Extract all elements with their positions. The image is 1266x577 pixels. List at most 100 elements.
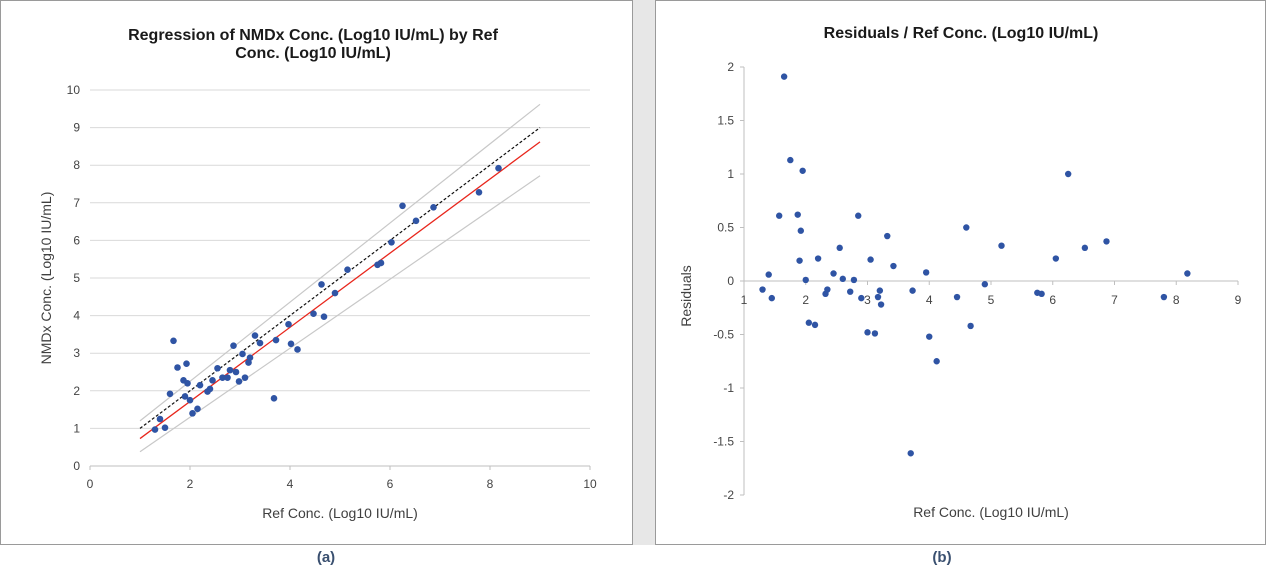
y-tick-label: 6 (73, 233, 80, 247)
y-tick-label: -1.5 (713, 435, 734, 449)
data-point (787, 156, 794, 164)
data-point (256, 339, 264, 347)
data-point (320, 313, 328, 321)
data-point (1103, 238, 1110, 245)
data-point (161, 424, 169, 431)
data-point (963, 224, 970, 231)
x-tick-label: 1 (741, 293, 748, 307)
x-tick-label: 3 (864, 293, 871, 307)
data-point (890, 262, 897, 270)
data-point (926, 333, 933, 340)
data-point (239, 350, 246, 358)
data-point (998, 242, 1005, 249)
chart-title: Regression of NMDx Conc. (Log10 IU/mL) b… (128, 27, 498, 44)
x-tick-label: 7 (1111, 293, 1118, 307)
data-point (1038, 290, 1045, 298)
data-point (475, 188, 483, 196)
data-point (759, 286, 766, 293)
y-tick-label: 1 (73, 421, 80, 435)
data-point (871, 330, 879, 337)
data-point (344, 266, 351, 274)
data-point (1160, 293, 1168, 301)
data-point (209, 376, 216, 384)
data-point (799, 167, 806, 174)
data-point (981, 281, 989, 288)
lower-bound-line (139, 175, 541, 453)
y-axis-label: NMDx Conc. (Log10 IU/mL) (38, 192, 54, 365)
y-tick-label: 0.5 (717, 221, 734, 235)
data-point (775, 212, 783, 219)
data-point (166, 390, 174, 398)
y-tick-label: 2 (727, 60, 734, 74)
data-point (377, 259, 385, 267)
data-point (765, 271, 772, 278)
data-point (1081, 244, 1089, 252)
data-point (206, 385, 214, 393)
chart-panel-b: Residuals / Ref Conc. (Log10 IU/mL) -2 -1.… (655, 0, 1266, 545)
data-point (967, 322, 974, 330)
data-point (224, 374, 231, 381)
x-tick-label: 0 (87, 477, 94, 491)
data-point (794, 211, 801, 218)
data-point (796, 257, 803, 264)
data-point (183, 360, 190, 368)
y-tick-label: 5 (73, 271, 80, 285)
x-axis-label: Ref Conc. (Log10 IU/mL) (913, 504, 1069, 520)
chart-panel-a: Regression of NMDx Conc. (Log10 IU/mL) b… (0, 0, 633, 545)
data-point (909, 287, 916, 294)
x-tick-label: 6 (387, 477, 394, 491)
y-tick-label: 2 (73, 384, 80, 398)
y-tick-label: 8 (73, 158, 80, 172)
data-point (839, 275, 846, 283)
data-point (933, 358, 940, 365)
data-point (797, 227, 805, 234)
caption-a: (a) (316, 549, 336, 566)
x-tick-label: 9 (1235, 293, 1242, 307)
chart-title: Residuals / Ref Conc. (Log10 IU/mL) (824, 25, 1099, 42)
data-point (430, 204, 437, 211)
data-point (922, 269, 930, 276)
data-point (230, 342, 237, 349)
data-point (241, 374, 249, 381)
chart-title: Conc. (Log10 IU/mL) (235, 45, 391, 62)
data-point (232, 368, 240, 376)
y-tick-label: 0 (73, 459, 80, 473)
residuals-chart: Residuals / Ref Conc. (Log10 IU/mL) -2 -1.… (678, 25, 1242, 520)
data-point (246, 354, 254, 362)
x-tick-label: 5 (988, 293, 995, 307)
x-tick-label: 2 (187, 477, 194, 491)
data-point (287, 340, 295, 348)
data-point (226, 366, 234, 374)
data-point (864, 329, 871, 336)
y-tick-label: -0.5 (713, 328, 734, 342)
upper-bound-line (139, 103, 541, 422)
data-point (824, 286, 831, 293)
data-point (196, 381, 204, 389)
regression-chart: Regression of NMDx Conc. (Log10 IU/mL) b… (38, 27, 597, 521)
data-point (876, 287, 884, 294)
data-point (181, 393, 189, 400)
y-tick-label: 4 (73, 309, 80, 323)
data-point (780, 73, 788, 80)
caption-b: (b) (932, 549, 952, 566)
data-point (1064, 170, 1072, 178)
data-point (1052, 255, 1060, 262)
data-point (189, 410, 196, 417)
y-tick-label: 7 (73, 196, 80, 210)
x-tick-label: 2 (802, 293, 809, 307)
data-point (877, 301, 885, 308)
data-point (953, 293, 961, 301)
data-point (170, 337, 177, 345)
y-tick-label: 9 (73, 121, 80, 135)
data-point (855, 212, 862, 219)
data-point (495, 164, 502, 172)
data-point (285, 320, 292, 328)
data-point (151, 426, 159, 433)
x-tick-label: 8 (487, 477, 494, 491)
y-tick-label: 0 (727, 274, 734, 288)
y-axis-label: Residuals (678, 265, 694, 326)
data-point (802, 276, 809, 284)
data-point (811, 321, 819, 329)
data-point (294, 346, 301, 353)
data-point (310, 310, 317, 318)
